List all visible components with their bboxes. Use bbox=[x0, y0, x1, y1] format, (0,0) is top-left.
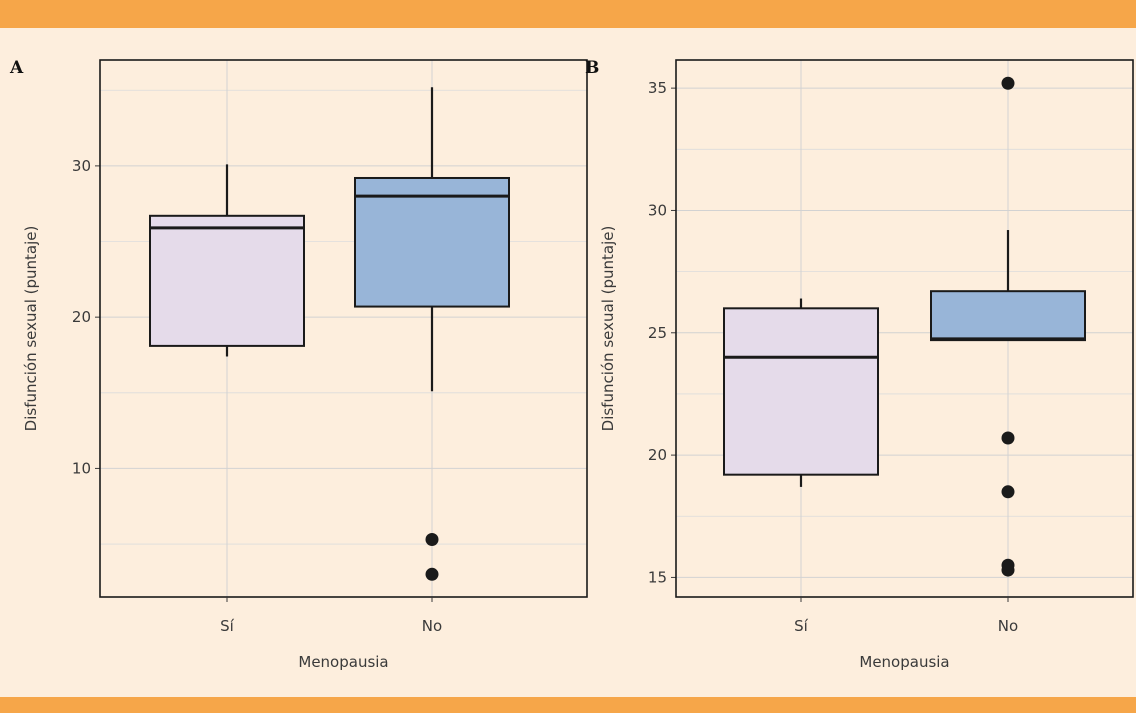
box-no bbox=[354, 87, 510, 581]
iqr-box bbox=[354, 176, 510, 308]
panel-a: 10 20 30 Sí No Menopausia Disfunción sexual (p… bbox=[9, 58, 588, 671]
x-axis-title: Menopausia bbox=[298, 653, 388, 671]
outlier-point bbox=[425, 567, 439, 581]
outlier-point bbox=[425, 533, 439, 547]
bottom-accent-band bbox=[0, 697, 1136, 713]
y-tick-label: 30 bbox=[648, 201, 667, 219]
y-tick-label: 35 bbox=[648, 79, 667, 97]
y-tick-label: 10 bbox=[72, 459, 91, 477]
plot-frame bbox=[99, 59, 588, 598]
x-tick-label: No bbox=[998, 617, 1018, 635]
y-tick-label: 20 bbox=[648, 446, 667, 464]
x-axis-title: Menopausia bbox=[859, 653, 949, 671]
x-tick-label: No bbox=[422, 617, 442, 635]
iqr-box bbox=[149, 214, 305, 347]
outlier-point bbox=[1001, 563, 1015, 577]
iqr-box bbox=[930, 290, 1086, 342]
y-tick-label: 20 bbox=[72, 308, 91, 326]
outlier-point bbox=[1001, 485, 1015, 499]
y-tick-label: 30 bbox=[72, 157, 91, 175]
outlier-point bbox=[1001, 431, 1015, 445]
y-tick-label: 15 bbox=[648, 568, 667, 586]
y-axis-title: Disfunción sexual (puntaje) bbox=[22, 226, 40, 432]
top-accent-band bbox=[0, 0, 1136, 28]
x-tick-label: Sí bbox=[794, 617, 809, 635]
panel-letter: B bbox=[585, 58, 599, 78]
panel-letter: A bbox=[9, 58, 24, 78]
plot-frame bbox=[675, 59, 1134, 598]
box-no bbox=[930, 76, 1086, 577]
iqr-box bbox=[723, 307, 879, 476]
y-axis-title: Disfunción sexual (puntaje) bbox=[599, 226, 617, 432]
box-si bbox=[723, 298, 879, 487]
outlier-point bbox=[1001, 76, 1015, 90]
panel-b: 15 20 25 30 35 Sí No Menopausia Disfunción sexua… bbox=[585, 58, 1134, 671]
box-si bbox=[149, 164, 305, 357]
x-tick-label: Sí bbox=[220, 617, 235, 635]
y-tick-label: 25 bbox=[648, 324, 667, 342]
